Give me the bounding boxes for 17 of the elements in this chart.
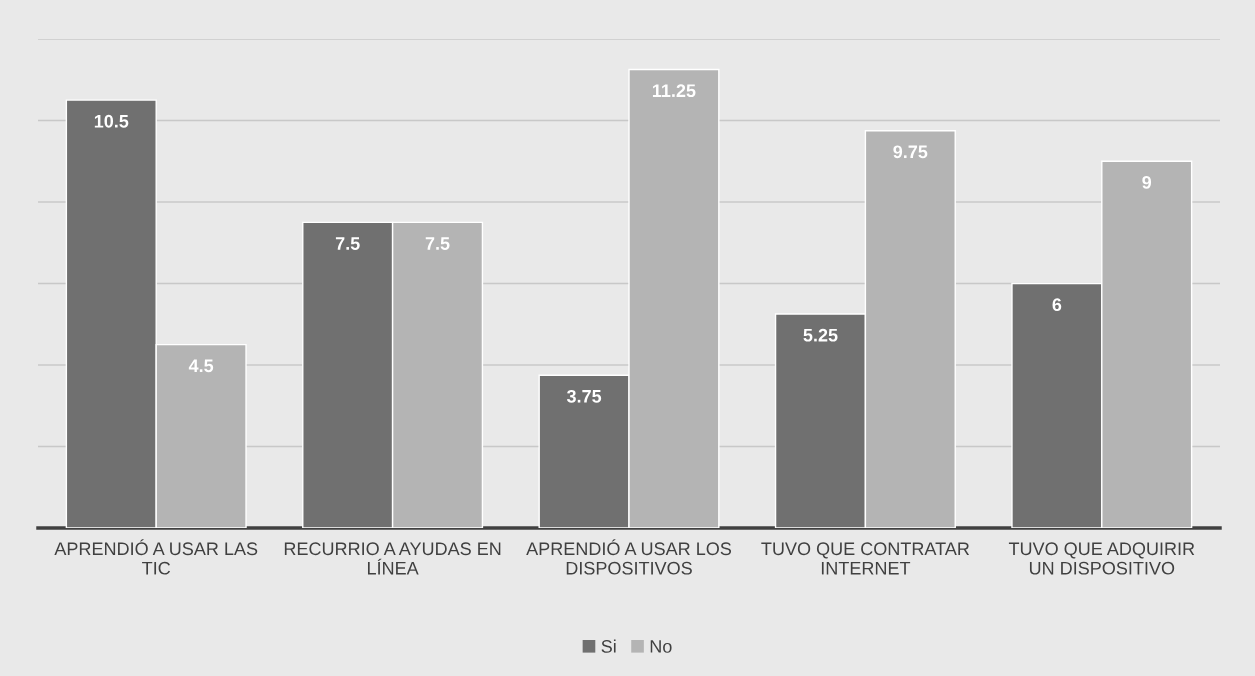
data-label: 3.75: [566, 389, 602, 403]
data-label: 6: [1052, 298, 1062, 312]
data-label: 11.25: [652, 84, 696, 98]
x-tick-label: RECURRIO A AYUDAS EN LÍNEA: [284, 542, 501, 575]
legend-label: No: [650, 640, 672, 653]
x-tick-label: APRENDIÓ A USAR LAS TIC: [54, 539, 258, 575]
x-tick-label: TUVO QUE ADQUIRIR UN DISPOSITIVO: [1008, 542, 1195, 575]
data-label: 9.75: [893, 145, 928, 159]
data-label: 5.25: [803, 328, 838, 342]
data-label: 7.5: [425, 237, 450, 250]
x-tick-label: TUVO QUE CONTRATAR INTERNET: [761, 542, 970, 575]
data-label: 4.5: [188, 359, 214, 373]
data-label: 10.5: [94, 114, 129, 128]
data-label: 7.5: [335, 237, 360, 250]
legend-label: Si: [601, 639, 616, 653]
data-label: 9: [1142, 175, 1152, 189]
x-tick-label: APRENDIÓ A USAR LOS DISPOSITIVOS: [526, 539, 732, 575]
